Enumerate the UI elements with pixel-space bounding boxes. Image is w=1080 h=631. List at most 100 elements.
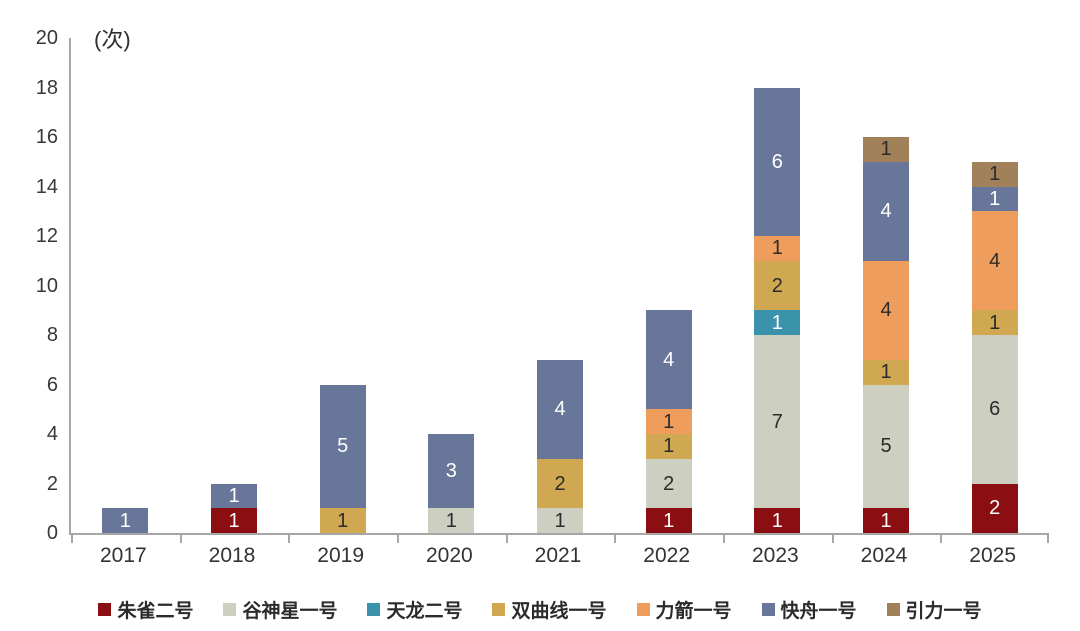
x-tick-label: 2018 — [208, 544, 256, 567]
bar-segment: 1 — [319, 508, 366, 533]
segment-value-label: 1 — [880, 509, 892, 532]
segment-value-label: 2 — [554, 472, 566, 495]
segment-value-label: 6 — [989, 398, 1001, 421]
bar-segment: 4 — [537, 359, 583, 459]
legend-item: 天龙二号 — [367, 596, 462, 623]
bar-2023: 1 7 1 2 1 6 — [754, 87, 801, 533]
bar-segment: 6 — [971, 335, 1018, 484]
segment-value-label: 7 — [771, 410, 783, 433]
legend-item: 快舟一号 — [761, 596, 857, 623]
segment-value-label: 4 — [554, 398, 566, 421]
segment-value-label: 4 — [880, 299, 892, 322]
x-axis-tick — [940, 535, 943, 543]
bar-segment: 5 — [319, 384, 366, 509]
x-axis-tick — [71, 535, 73, 543]
legend-square-icon — [492, 602, 506, 616]
segment-value-label: 4 — [663, 348, 675, 371]
segment-value-label: 5 — [337, 435, 349, 458]
x-tick-label: 2024 — [860, 544, 908, 567]
legend-square-icon — [223, 602, 237, 616]
x-tick-label: 2025 — [969, 544, 1017, 567]
bar-segment: 1 — [863, 508, 909, 533]
legend-item: 力箭一号 — [636, 596, 732, 623]
bar-segment: 4 — [971, 211, 1018, 311]
segment-value-label: 2 — [663, 472, 675, 495]
segment-value-label: 1 — [337, 509, 349, 532]
legend-label: 快舟一号 — [780, 600, 857, 622]
bar-segment: 1 — [863, 137, 909, 162]
x-tick-label: 2020 — [425, 544, 473, 567]
segment-value-label: 5 — [880, 435, 892, 458]
legend-label: 力箭一号 — [655, 600, 732, 622]
y-axis-unit-label: (次) — [94, 27, 131, 52]
x-axis-tick — [288, 535, 291, 543]
bar-segment: 4 — [863, 161, 909, 261]
bar-2021: 1 2 4 — [537, 359, 583, 533]
segment-value-label: 1 — [119, 509, 131, 532]
legend-item: 谷神星一号 — [223, 596, 337, 623]
segment-value-label: 1 — [771, 311, 783, 334]
y-tick-label: 16 — [35, 126, 58, 148]
segment-value-label: 1 — [771, 509, 783, 532]
y-tick-label: 0 — [46, 522, 58, 544]
x-axis-tick — [179, 535, 182, 543]
x-axis: 2017 2018 2019 2020 2021 2022 2023 2024 2025 — [69, 541, 1047, 575]
bar-segment: 2 — [645, 458, 692, 509]
x-axis-tick — [831, 535, 834, 543]
y-tick-label: 14 — [35, 175, 58, 198]
x-axis-tick — [397, 535, 399, 543]
bar-segment: 2 — [754, 260, 801, 311]
x-tick-label: 2022 — [643, 544, 691, 567]
bar-segment: 1 — [971, 161, 1018, 187]
x-axis-tick — [505, 535, 508, 543]
y-tick-label: 2 — [46, 472, 58, 495]
bar-segment: 2 — [971, 483, 1018, 533]
x-tick-label: 2017 — [99, 544, 147, 567]
legend-label: 朱雀二号 — [117, 600, 194, 622]
segment-value-label: 1 — [989, 187, 1001, 210]
legend-square-icon — [761, 602, 775, 616]
legend-item: 引力一号 — [886, 596, 982, 623]
y-axis: 0 2 4 6 8 10 12 14 16 18 20 — [0, 27, 58, 544]
y-tick-label: 20 — [35, 27, 58, 49]
bar-segment: 1 — [971, 310, 1018, 335]
bar-segment: 1 — [537, 508, 583, 533]
segment-value-label: 6 — [771, 150, 783, 173]
bar-segment: 6 — [754, 87, 801, 236]
segment-value-label: 2 — [989, 497, 1001, 520]
x-tick-label: 2021 — [534, 544, 582, 567]
x-tick-label: 2023 — [751, 544, 799, 567]
legend-item: 双曲线一号 — [492, 596, 607, 623]
segment-value-label: 3 — [445, 460, 457, 483]
segment-value-label: 1 — [228, 509, 240, 532]
segment-value-label: 1 — [771, 237, 783, 260]
y-tick-label: 12 — [35, 225, 58, 247]
bar-segment: 1 — [754, 508, 801, 533]
bar-segment: 1 — [645, 508, 692, 533]
bar-segment: 1 — [863, 359, 909, 385]
y-tick-label: 6 — [46, 373, 58, 396]
bar-2024: 1 5 1 4 4 1 — [863, 137, 909, 533]
segment-value-label: 2 — [771, 274, 783, 297]
bar-segment: 1 — [211, 483, 257, 509]
legend-label: 天龙二号 — [386, 600, 463, 622]
legend-square-icon — [367, 602, 381, 616]
segment-value-label: 1 — [663, 410, 675, 433]
bar-segment: 1 — [645, 434, 692, 459]
bar-segment: 1 — [754, 236, 801, 261]
legend-item: 朱雀二号 — [98, 596, 193, 623]
bar-segment: 5 — [863, 384, 909, 509]
bar-segment: 2 — [537, 458, 583, 509]
legend-label: 谷神星一号 — [242, 600, 338, 622]
bar-segment: 1 — [102, 508, 149, 533]
bar-segment: 4 — [645, 310, 692, 410]
bar-segment: 3 — [428, 434, 475, 509]
segment-value-label: 4 — [989, 249, 1001, 272]
legend-square-icon — [98, 602, 112, 616]
segment-value-label: 1 — [445, 509, 457, 532]
